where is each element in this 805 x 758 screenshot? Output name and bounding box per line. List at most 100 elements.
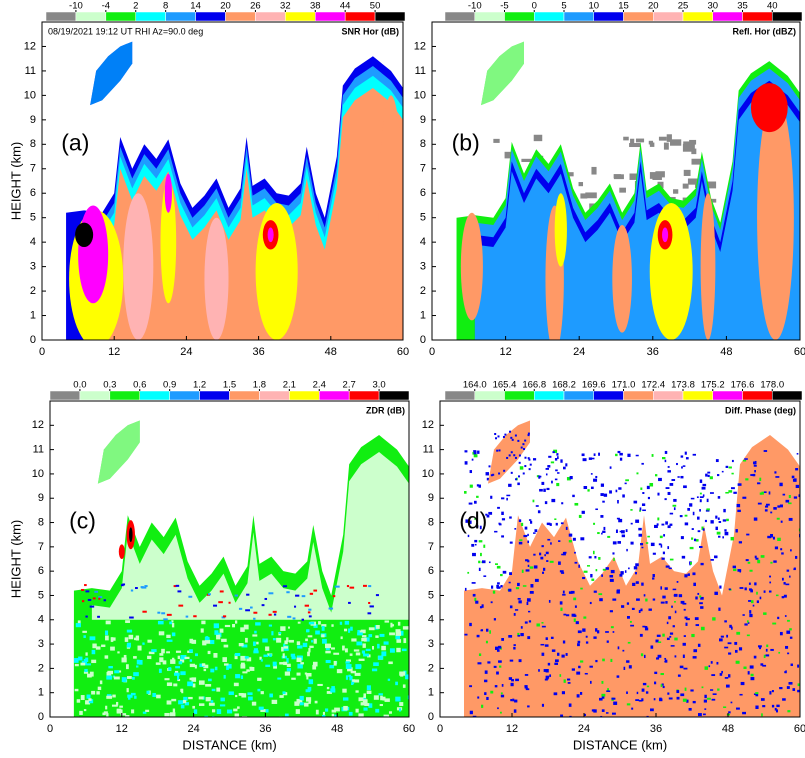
echo [301,618,304,621]
echo [142,642,145,645]
echo [351,638,357,642]
echo [641,546,644,549]
echo [527,533,529,537]
echo [535,505,539,507]
echo [664,657,667,660]
echo [226,709,233,714]
echo [655,639,659,643]
echo [189,649,193,653]
echo [478,560,481,564]
colorbar-label: 14 [190,1,201,12]
echo [754,470,756,473]
echo [549,560,554,563]
echo [189,663,196,668]
echo [307,651,310,657]
echo [709,476,713,480]
echo [488,511,493,515]
echo [85,652,88,656]
echo [528,468,531,471]
colorbar-label: 40 [767,1,778,12]
colorbar-box [682,11,713,22]
colorbar-box [712,390,743,401]
echo [757,482,761,485]
echo [514,434,517,437]
panel-label: (b) [452,129,480,155]
echo [514,528,517,530]
echo [691,633,695,638]
echo [498,523,502,526]
echo [272,610,277,613]
echo [358,713,364,717]
echo [518,454,521,457]
echo [578,665,581,669]
echo [309,645,314,648]
echo [641,688,645,692]
echo [540,556,544,560]
echo [171,620,174,623]
echo [125,715,130,717]
echo [662,551,665,555]
echo [74,658,79,663]
echo [352,679,355,682]
echo [698,713,702,717]
echo [240,662,245,667]
colorbar-label: -5 [500,1,508,12]
echo [605,631,609,633]
echo [173,683,178,687]
echo [532,499,535,503]
colorbar-label: 0.3 [103,380,116,391]
echo [545,668,549,673]
echo [680,536,684,540]
echo [205,684,212,687]
echo [509,516,512,519]
colorbar-label: 0 [532,1,537,12]
echo [567,678,571,681]
x-tick-label: 12 [116,723,128,735]
plot-frame [431,21,801,341]
echo [334,714,337,717]
echo [367,612,372,615]
echo [355,690,359,693]
echo [692,700,696,704]
echo [263,654,269,657]
echo [711,674,716,677]
echo [616,675,620,678]
field-label: Refl. Hor (dBZ) [733,26,797,36]
echo [520,626,523,629]
echo [590,573,593,578]
y-tick-label: 7 [420,163,426,175]
echo [717,517,720,520]
echo [254,630,257,634]
echo [574,502,579,506]
echo [559,601,563,605]
echo [703,699,707,703]
echo [750,600,754,604]
echo [496,584,499,588]
echo [379,633,385,637]
echo [281,646,284,652]
echo [334,707,340,712]
colorbar-label: 175.2 [701,380,725,391]
echo [174,672,180,676]
y-tick-label: 4 [420,236,426,248]
echo [469,484,473,488]
echo [673,498,677,502]
echo [148,651,155,655]
echo [361,650,366,654]
echo [755,692,759,695]
echo [488,465,491,468]
echo [761,491,764,495]
echo [660,672,664,676]
echo [779,482,783,487]
echo [116,708,122,713]
echo [106,713,109,717]
echo [198,680,205,685]
echo [238,643,244,647]
echo [560,522,564,525]
echo [750,474,754,476]
echo [631,607,635,610]
echo [777,537,781,541]
echo [779,631,783,636]
echo [733,568,737,572]
echo [105,635,109,641]
